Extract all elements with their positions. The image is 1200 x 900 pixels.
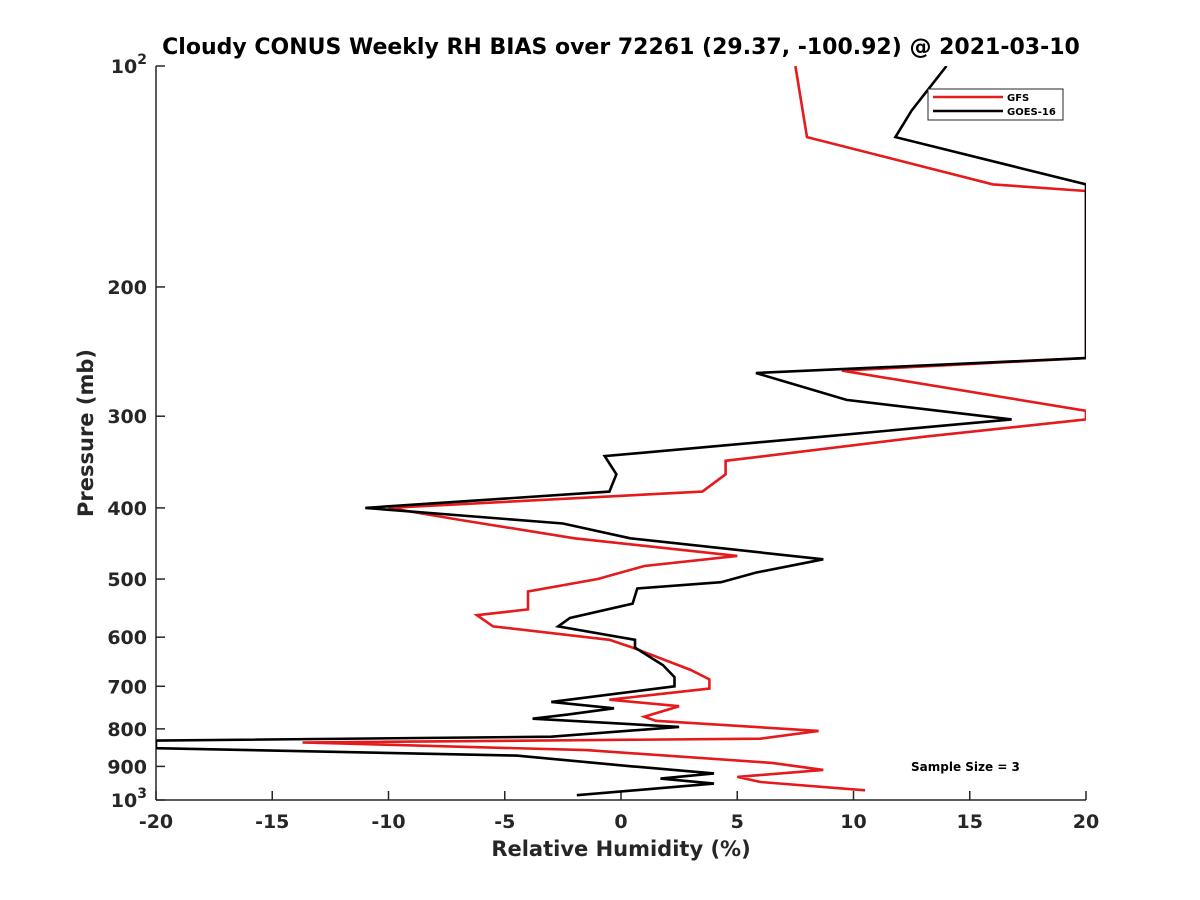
y-tick-label: 700 [107, 676, 147, 698]
series-line-goes16 [156, 66, 1086, 797]
y-tick-label-base: 200 [107, 277, 147, 299]
y-tick-label-base: 10 [111, 56, 137, 78]
y-tick-label: 400 [107, 498, 147, 520]
x-axis-label: Relative Humidity (%) [491, 837, 750, 861]
legend-label-gfs: GFS [1007, 93, 1029, 104]
y-tick-label-base: 400 [107, 498, 147, 520]
x-tick-label: 10 [840, 811, 866, 833]
series-lines [156, 66, 1086, 797]
legend-box [927, 88, 1064, 121]
y-axis-label: Pressure (mb) [74, 349, 98, 517]
x-tick-label: 20 [1073, 811, 1099, 833]
y-tick-label: 500 [107, 569, 147, 591]
series-line-gfs [302, 66, 1086, 792]
y-tick-label-base: 900 [107, 756, 147, 778]
x-tick-label: 0 [614, 811, 627, 833]
x-tick-label: -5 [494, 811, 515, 833]
chart-title: Cloudy CONUS Weekly RH BIAS over 72261 (… [162, 35, 1080, 60]
legend: GFS GOES-16 [927, 88, 1064, 121]
y-tick-label-base: 800 [107, 719, 147, 741]
legend-label-goes16: GOES-16 [1007, 107, 1056, 118]
y-tick-label-base: 600 [107, 627, 147, 649]
y-tick-label-base: 500 [107, 569, 147, 591]
y-tick-label-base: 300 [107, 406, 147, 428]
y-tick-label: 900 [107, 756, 147, 778]
y-tick-label: 200 [107, 277, 147, 299]
sample-size-annotation: Sample Size = 3 [911, 760, 1020, 774]
y-tick-label: 600 [107, 627, 147, 649]
plot-axes [155, 66, 1086, 801]
y-tick-label: 102 [111, 52, 147, 78]
x-tick-label: -15 [255, 811, 289, 833]
x-tick-label: 15 [957, 811, 983, 833]
x-tick-label: -10 [371, 811, 405, 833]
x-tick-label: 5 [731, 811, 744, 833]
y-tick-label: 300 [107, 406, 147, 428]
y-tick-label: 800 [107, 719, 147, 741]
y-tick-label-exponent: 2 [137, 52, 147, 68]
y-tick-label: 103 [111, 786, 147, 812]
y-tick-label-exponent: 3 [137, 786, 147, 802]
x-tick-label: -20 [139, 811, 173, 833]
x-ticks: -20 -15 -10 -5 0 5 10 15 20 [139, 791, 1099, 833]
y-tick-label-base: 700 [107, 676, 147, 698]
y-tick-label-base: 10 [111, 790, 137, 812]
